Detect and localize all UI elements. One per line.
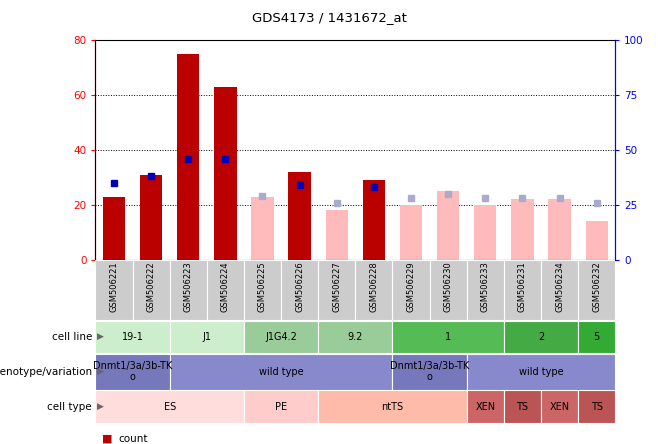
Text: GSM506234: GSM506234 (555, 262, 564, 312)
Text: J1: J1 (202, 332, 211, 342)
Bar (578, 390, 615, 423)
Bar (207, 260, 244, 320)
Bar (578, 321, 615, 353)
Text: count: count (118, 433, 148, 444)
Text: ntTS: ntTS (382, 402, 403, 412)
Bar (392, 321, 504, 353)
Bar (511, 199, 534, 260)
Bar (400, 205, 422, 260)
Bar (177, 54, 199, 260)
Text: GSM506225: GSM506225 (258, 262, 267, 312)
Text: GSM506231: GSM506231 (518, 262, 527, 312)
Bar (95, 321, 170, 353)
Text: wild type: wild type (259, 367, 303, 377)
Bar (244, 390, 318, 423)
Bar (430, 260, 467, 320)
Text: GSM506226: GSM506226 (295, 262, 304, 312)
Text: genotype/variation: genotype/variation (0, 367, 92, 377)
Bar (578, 260, 615, 320)
Text: ■: ■ (102, 433, 113, 444)
Bar (504, 260, 541, 320)
Text: 2: 2 (538, 332, 544, 342)
Text: ES: ES (164, 402, 176, 412)
Text: GSM506227: GSM506227 (332, 262, 342, 312)
Text: ▶: ▶ (97, 332, 103, 341)
Bar (541, 390, 578, 423)
Bar (355, 260, 392, 320)
Bar (288, 172, 311, 260)
Bar (467, 354, 615, 389)
Bar (318, 390, 467, 423)
Bar (541, 260, 578, 320)
Text: GSM506232: GSM506232 (592, 262, 601, 312)
Text: Dnmt1/3a/3b-TK
o: Dnmt1/3a/3b-TK o (390, 361, 469, 382)
Bar (392, 354, 467, 389)
Text: GDS4173 / 1431672_at: GDS4173 / 1431672_at (251, 11, 407, 24)
Bar (95, 390, 244, 423)
Text: GSM506221: GSM506221 (109, 262, 118, 312)
Bar (251, 197, 274, 260)
Text: cell line: cell line (52, 332, 92, 342)
Bar (244, 321, 318, 353)
Text: Dnmt1/3a/3b-TK
o: Dnmt1/3a/3b-TK o (93, 361, 172, 382)
Text: J1G4.2: J1G4.2 (265, 332, 297, 342)
Bar (140, 174, 163, 260)
Text: TS: TS (517, 402, 528, 412)
Bar (504, 390, 541, 423)
Bar (170, 354, 392, 389)
Text: cell type: cell type (47, 402, 92, 412)
Text: GSM506223: GSM506223 (184, 262, 193, 312)
Bar (467, 390, 504, 423)
Bar (326, 210, 348, 260)
Bar (170, 321, 244, 353)
Text: wild type: wild type (519, 367, 563, 377)
Bar (467, 260, 504, 320)
Text: XEN: XEN (549, 402, 570, 412)
Text: ▶: ▶ (97, 402, 103, 411)
Bar (586, 221, 608, 260)
Bar (318, 260, 355, 320)
Text: ▶: ▶ (97, 367, 103, 376)
Bar (504, 321, 578, 353)
Bar (318, 321, 392, 353)
Bar (548, 199, 570, 260)
Bar (474, 205, 496, 260)
Text: 19-1: 19-1 (122, 332, 143, 342)
Text: XEN: XEN (475, 402, 495, 412)
Bar (244, 260, 281, 320)
Text: GSM506222: GSM506222 (147, 262, 155, 312)
Text: GSM506224: GSM506224 (221, 262, 230, 312)
Bar (437, 191, 459, 260)
Text: 1: 1 (445, 332, 451, 342)
Bar (281, 260, 318, 320)
Text: GSM506229: GSM506229 (407, 262, 415, 312)
Text: GSM506228: GSM506228 (369, 262, 378, 312)
Bar (170, 260, 207, 320)
Bar (215, 87, 236, 260)
Text: 5: 5 (594, 332, 600, 342)
Bar (392, 260, 430, 320)
Bar (95, 354, 170, 389)
Bar (95, 260, 132, 320)
Text: GSM506233: GSM506233 (481, 262, 490, 313)
Bar (363, 180, 385, 260)
Text: GSM506230: GSM506230 (443, 262, 453, 312)
Bar (132, 260, 170, 320)
Text: PE: PE (275, 402, 287, 412)
Text: TS: TS (591, 402, 603, 412)
Bar (103, 197, 125, 260)
Text: 9.2: 9.2 (347, 332, 363, 342)
